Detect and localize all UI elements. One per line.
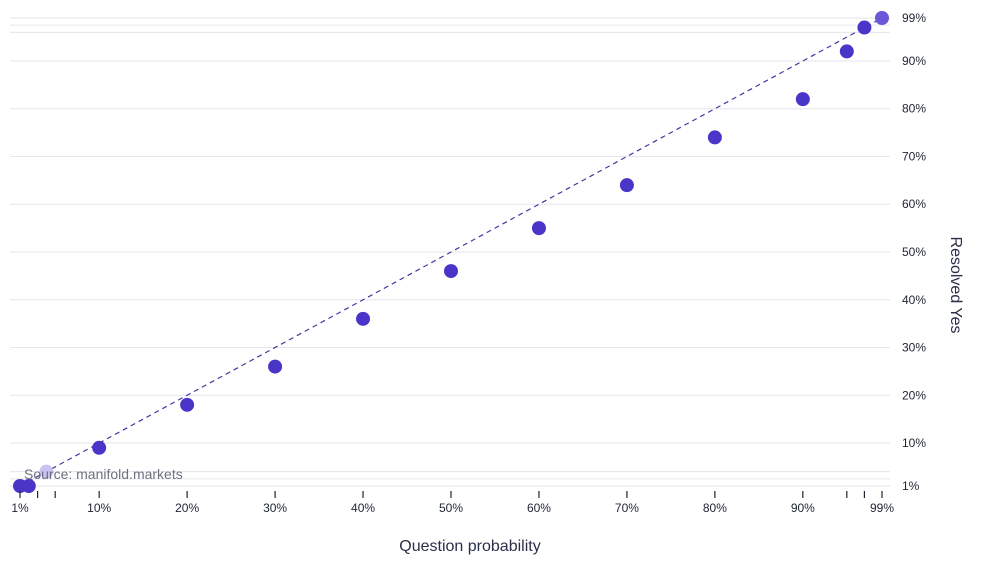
x-tick-label: 80%: [703, 501, 727, 515]
y-tick-label: 10%: [902, 436, 926, 450]
data-point: [795, 92, 810, 107]
y-tick-label: 80%: [902, 102, 926, 116]
data-point: [92, 440, 107, 455]
y-tick-label: 90%: [902, 54, 926, 68]
y-tick-label: 1%: [902, 479, 920, 493]
x-tick-label: 70%: [615, 501, 639, 515]
data-point: [875, 11, 889, 25]
x-axis-title: Question probability: [399, 538, 540, 555]
x-tick-label: 40%: [351, 501, 375, 515]
y-tick-label: 70%: [902, 149, 926, 163]
y-tick-label: 99%: [902, 11, 926, 25]
data-point: [21, 479, 36, 493]
data-point: [707, 130, 722, 145]
y-tick-label: 50%: [902, 245, 926, 259]
y-axis-title: Resolved Yes: [947, 237, 964, 334]
x-tick-label: 50%: [439, 501, 463, 515]
y-tick-label: 30%: [902, 341, 926, 355]
data-points: [13, 11, 889, 493]
x-tick-label: 10%: [87, 501, 111, 515]
y-axis-ticks: 1% 10% 20% 30% 40% 50% 60% 70% 80% 90% 99%: [902, 11, 926, 493]
x-tick-label: 60%: [527, 501, 551, 515]
y-tick-label: 60%: [902, 197, 926, 211]
x-tick-label: 90%: [791, 501, 815, 515]
data-point: [39, 464, 54, 479]
data-point: [356, 311, 371, 326]
x-axis-ticks: 1% 10% 20% 30% 40% 50% 60% 70% 80% 90% 99%: [11, 491, 894, 515]
x-tick-label: 20%: [175, 501, 199, 515]
x-tick-label: 30%: [263, 501, 287, 515]
x-tick-label: 99%: [870, 501, 894, 515]
data-point: [857, 20, 872, 35]
data-point: [619, 178, 634, 193]
y-tick-label: 40%: [902, 293, 926, 307]
source-label: Source: manifold.markets: [24, 466, 183, 482]
x-tick-label: 1%: [11, 501, 29, 515]
y-tick-label: 20%: [902, 388, 926, 402]
data-point: [444, 264, 458, 279]
reference-line: [19, 17, 883, 487]
data-point: [531, 221, 546, 236]
data-point: [839, 44, 854, 59]
data-point: [180, 397, 195, 412]
data-point: [268, 359, 283, 374]
